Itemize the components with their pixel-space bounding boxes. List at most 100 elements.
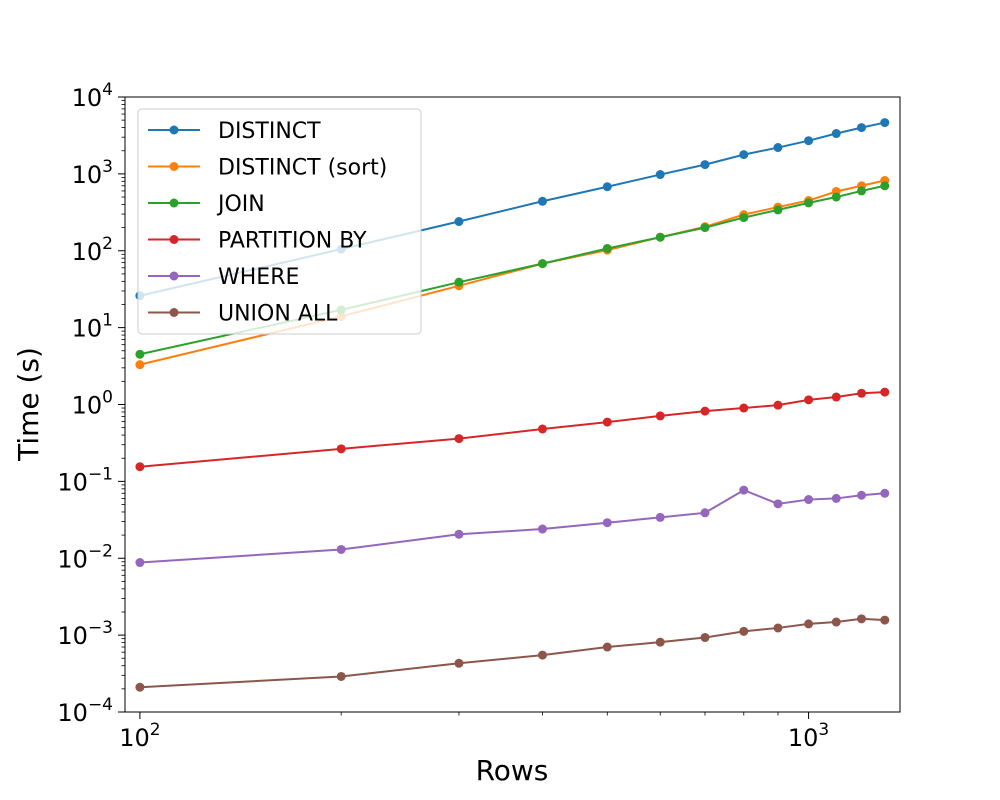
data-point-2-11 (857, 186, 867, 196)
data-point-2-9 (804, 198, 814, 208)
legend-box (137, 108, 422, 335)
data-point-5-9 (804, 619, 814, 629)
legend-marker-5 (169, 308, 179, 317)
data-point-5-0 (135, 682, 145, 692)
y-tick-base: 10 (57, 699, 88, 727)
data-point-5-4 (602, 642, 612, 652)
legend-label-4: WHERE (218, 265, 299, 290)
y-tick-exponent: −2 (88, 541, 113, 561)
data-point-0-3 (537, 196, 547, 206)
data-point-4-8 (773, 499, 783, 509)
data-point-0-2 (454, 217, 464, 227)
data-point-3-9 (804, 395, 814, 405)
data-point-5-10 (831, 617, 841, 627)
y-tick-base: 10 (72, 392, 103, 420)
data-point-0-9 (804, 136, 814, 146)
data-point-2-4 (602, 243, 612, 253)
data-point-4-7 (739, 485, 749, 495)
data-point-3-1 (336, 444, 346, 454)
y-tick-label: 104 (72, 80, 113, 112)
legend-label-2: JOIN (216, 192, 265, 217)
y-tick-base: 10 (57, 545, 88, 573)
y-tick-label: 10−3 (57, 618, 113, 650)
data-point-3-6 (700, 406, 710, 416)
y-tick-exponent: −1 (88, 464, 113, 484)
y-tick-base: 10 (72, 84, 103, 112)
data-point-4-10 (831, 493, 841, 503)
legend-label-3: PARTITION BY (218, 229, 367, 254)
series-line-5 (139, 617, 885, 689)
legend-marker-0 (169, 125, 179, 135)
x-tick-label: 103 (788, 720, 829, 752)
x-axis-ticks: 102 103 (119, 712, 829, 752)
y-tick-exponent: 3 (102, 157, 113, 177)
x-axis-label: Rows (476, 754, 549, 787)
series-line-4 (139, 488, 885, 564)
y-tick-label: 101 (72, 311, 113, 343)
legend-marker-3 (169, 235, 179, 244)
y-tick-exponent: 1 (102, 311, 113, 331)
data-point-4-12 (880, 488, 890, 498)
y-axis-label: Time (s) (12, 347, 45, 462)
data-point-3-7 (739, 403, 749, 413)
y-tick-label: 100 (72, 388, 113, 420)
data-point-4-5 (655, 512, 665, 522)
data-point-4-9 (804, 495, 814, 505)
data-point-4-4 (602, 518, 612, 528)
data-point-5-5 (655, 637, 665, 647)
data-point-2-2 (454, 277, 464, 287)
y-tick-base: 10 (72, 161, 103, 189)
series-line-3 (139, 391, 885, 468)
legend-label-5: UNION ALL (218, 302, 338, 327)
y-tick-base: 10 (57, 468, 88, 496)
legend-marker-4 (169, 271, 179, 281)
data-point-3-8 (773, 400, 783, 410)
data-point-3-11 (857, 388, 867, 398)
data-point-0-8 (773, 143, 783, 153)
data-point-5-12 (880, 615, 890, 625)
data-point-5-7 (739, 626, 749, 636)
data-point-3-0 (135, 462, 145, 472)
data-point-0-6 (700, 160, 710, 170)
data-point-2-10 (831, 192, 841, 202)
data-point-0-10 (831, 129, 841, 139)
legend-label-1: DISTINCT (sort) (218, 156, 387, 181)
data-point-0-7 (739, 150, 749, 160)
data-point-4-11 (857, 490, 867, 500)
data-point-5-1 (336, 671, 346, 681)
data-point-2-0 (135, 349, 145, 359)
y-tick-exponent: −3 (88, 618, 113, 638)
data-point-3-5 (655, 411, 665, 421)
data-point-5-6 (700, 633, 710, 643)
data-point-4-2 (454, 529, 464, 539)
y-tick-label: 10−4 (57, 695, 113, 727)
data-point-3-4 (602, 417, 612, 427)
y-tick-exponent: 2 (102, 234, 113, 254)
data-point-4-0 (135, 558, 145, 568)
x-tick-label: 102 (119, 720, 160, 752)
y-tick-base: 10 (72, 315, 103, 343)
x-tick-base: 10 (119, 724, 150, 752)
data-point-0-12 (880, 118, 890, 128)
x-tick-exponent: 3 (818, 720, 829, 740)
data-point-1-0 (135, 360, 145, 370)
series-layer (135, 118, 890, 692)
data-point-4-1 (336, 544, 346, 554)
y-tick-label: 10−1 (57, 464, 113, 496)
data-point-0-4 (602, 182, 612, 192)
data-point-3-3 (537, 424, 547, 434)
y-tick-label: 102 (72, 234, 113, 266)
legend: DISTINCT DISTINCT (sort) JOIN PARTITION BY W… (137, 108, 422, 335)
data-point-3-12 (880, 387, 890, 397)
y-tick-base: 10 (72, 238, 103, 266)
x-tick-base: 10 (788, 724, 819, 752)
data-point-5-8 (773, 623, 783, 633)
data-point-2-7 (739, 213, 749, 223)
data-point-4-3 (537, 524, 547, 534)
data-point-2-5 (655, 232, 665, 242)
y-tick-exponent: 0 (102, 388, 113, 408)
y-tick-label: 103 (72, 157, 113, 189)
